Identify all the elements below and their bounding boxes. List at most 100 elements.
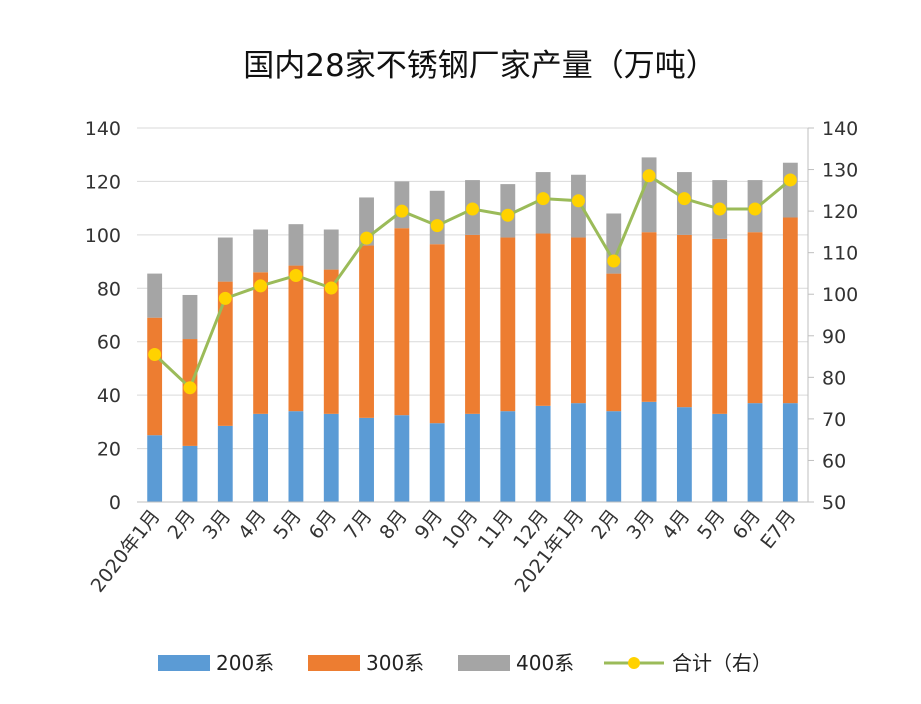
bar-300系-16 [712,238,728,414]
y-right-tick-label: 140 [822,118,858,140]
bar-400系-3 [253,229,269,273]
y-left-tick-label: 20 [97,439,121,461]
bar-200系-14 [641,401,657,502]
bar-200系-12 [571,403,586,502]
bar-400系-4 [288,224,304,266]
bar-200系-8 [429,423,445,502]
total-point-8 [430,219,444,233]
bar-400系-0 [147,273,163,318]
total-point-16 [713,202,727,216]
y-left-tick-label: 100 [85,225,121,247]
bar-300系-5 [323,269,339,414]
bar-200系-4 [288,411,304,502]
bar-300系-3 [253,272,269,414]
legend-label: 400系 [516,651,574,675]
bar-300系-11 [535,233,551,406]
bar-200系-0 [147,435,163,502]
x-tick-label: 8月 [375,506,411,544]
bar-200系-18 [782,403,798,502]
y-right-tick-label: 60 [822,450,846,472]
x-tick-label: 2月 [587,506,623,544]
bar-200系-7 [394,415,410,502]
bar-200系-16 [712,413,728,502]
bar-200系-17 [747,403,763,502]
bar-400系-2 [217,237,233,282]
bar-400系-1 [182,294,198,340]
x-tick-label: 7月 [340,506,376,544]
bar-200系-5 [323,413,339,502]
y-right-tick-label: 120 [822,201,858,223]
bar-200系-3 [253,413,269,502]
legend: 200系 300系 400系 合计（右） [158,651,772,675]
legend-swatch [158,655,210,671]
total-point-10 [501,208,515,222]
total-point-18 [783,173,797,187]
x-tick-label: 2月 [163,506,199,544]
bar-300系-8 [429,244,445,424]
legend-label: 200系 [216,651,274,675]
bar-400系-5 [323,229,339,270]
y-left-tick-label: 80 [97,278,121,300]
legend-swatch [308,655,360,671]
y-left-tick-label: 140 [85,118,121,140]
bar-200系-11 [535,405,551,502]
x-tick-label: 2020年1月 [87,506,165,597]
bar-400系-18 [782,162,798,218]
bar-300系-15 [676,234,692,408]
y-right-tick-label: 70 [822,409,846,431]
y-right-tick-label: 50 [822,492,846,514]
bars [147,157,798,502]
bar-400系-14 [641,157,657,233]
bar-400系-8 [429,190,445,245]
x-tick-label: 11月 [474,506,518,554]
bar-300系-18 [782,217,798,404]
x-tick-label: 3月 [199,506,235,544]
bar-300系-9 [465,234,480,414]
total-point-11 [536,192,550,206]
x-tick-label: 10月 [439,506,483,554]
bar-300系-6 [359,245,374,418]
y-left-tick-label: 120 [85,171,121,193]
bar-200系-10 [500,411,516,502]
x-tick-label: 6月 [305,506,341,544]
bar-200系-6 [359,417,374,502]
legend-label: 合计（右） [672,651,772,675]
y-right-tick-label: 90 [822,326,846,348]
y-right-tick-label: 80 [822,367,846,389]
total-point-7 [395,204,409,218]
legend-label: 300系 [366,651,424,675]
total-point-2 [218,291,232,305]
x-tick-label: 4月 [234,506,270,544]
x-tick-label: E7月 [756,506,800,554]
bar-300系-4 [288,265,304,412]
total-point-5 [324,281,338,295]
bar-300系-17 [747,232,763,404]
total-point-4 [289,269,303,283]
total-line [148,169,797,395]
bar-200系-9 [465,413,480,502]
bar-200系-2 [217,425,233,502]
total-point-13 [607,254,621,268]
x-tick-label: 3月 [623,506,659,544]
total-point-6 [360,231,374,245]
bar-300系-10 [500,237,516,412]
bar-300系-7 [394,228,410,416]
total-point-1 [183,381,197,395]
y-left-tick-label: 40 [97,385,121,407]
total-point-15 [677,192,691,206]
x-tick-label: 5月 [269,506,305,544]
total-point-17 [748,202,762,216]
y-left-tick-label: 60 [97,332,121,354]
bar-200系-15 [676,407,692,502]
total-point-14 [642,169,656,183]
total-point-9 [466,202,479,216]
bar-300系-0 [147,317,163,436]
bar-300系-13 [606,273,622,412]
bar-300系-14 [641,232,657,402]
bar-200系-1 [182,445,198,502]
total-point-3 [254,279,268,293]
total-point-12 [571,194,585,208]
bar-200系-13 [606,411,622,502]
